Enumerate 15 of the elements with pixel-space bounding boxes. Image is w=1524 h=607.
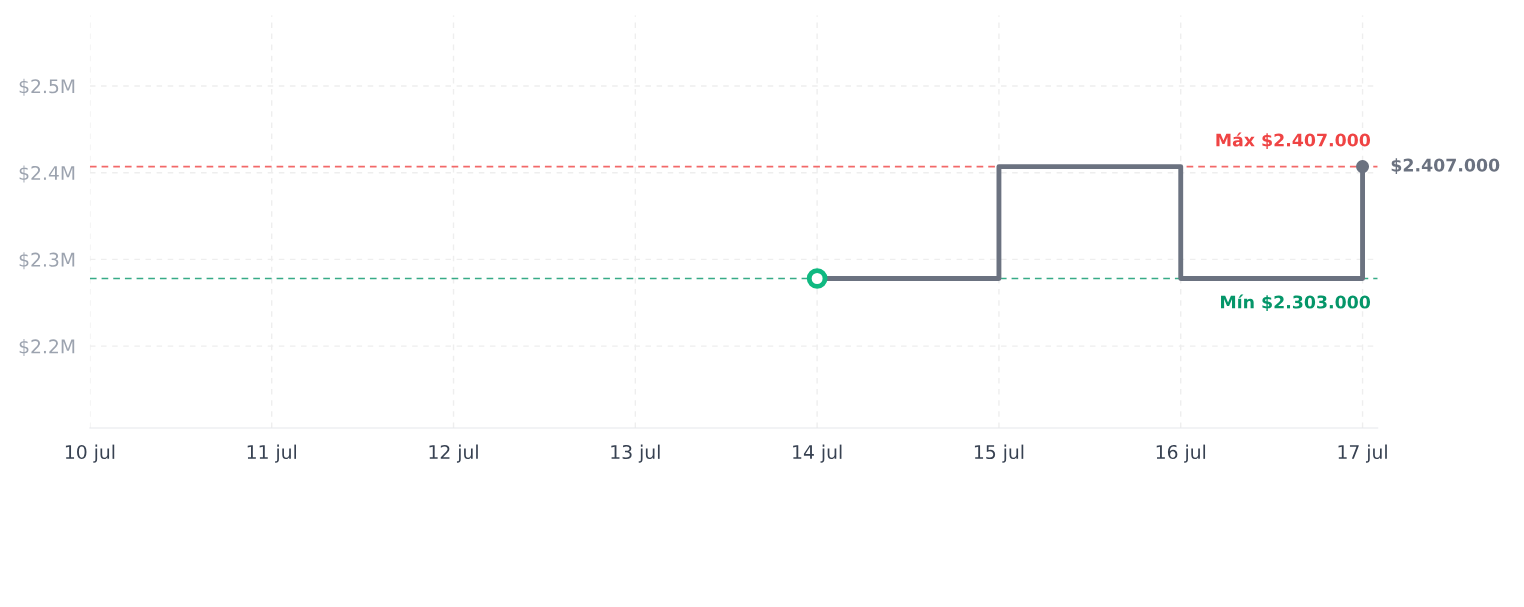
x-tick-label: 17 jul: [1338, 444, 1387, 463]
y-tick-label: $2.4M: [19, 165, 75, 183]
y-tick-label: $2.5M: [19, 78, 75, 96]
x-tick-label: 11 jul: [247, 444, 297, 463]
ref-line-label: Máx $2.407.000: [1216, 132, 1371, 149]
x-tick-label: 12 jul: [429, 444, 478, 463]
x-tick-label: 16 jul: [1156, 444, 1206, 463]
x-tick-label: 13 jul: [611, 444, 660, 463]
x-tick-label: 14 jul: [793, 444, 842, 463]
x-tick-label: 15 jul: [974, 444, 1024, 463]
x-tick-label: 10 jul: [65, 444, 115, 463]
y-tick-label: $2.2M: [19, 339, 75, 357]
data-label: $2.407.000: [1391, 158, 1500, 174]
y-tick-label: $2.3M: [19, 252, 75, 270]
ref-line-label: Mín $2.303.000: [1221, 294, 1371, 311]
